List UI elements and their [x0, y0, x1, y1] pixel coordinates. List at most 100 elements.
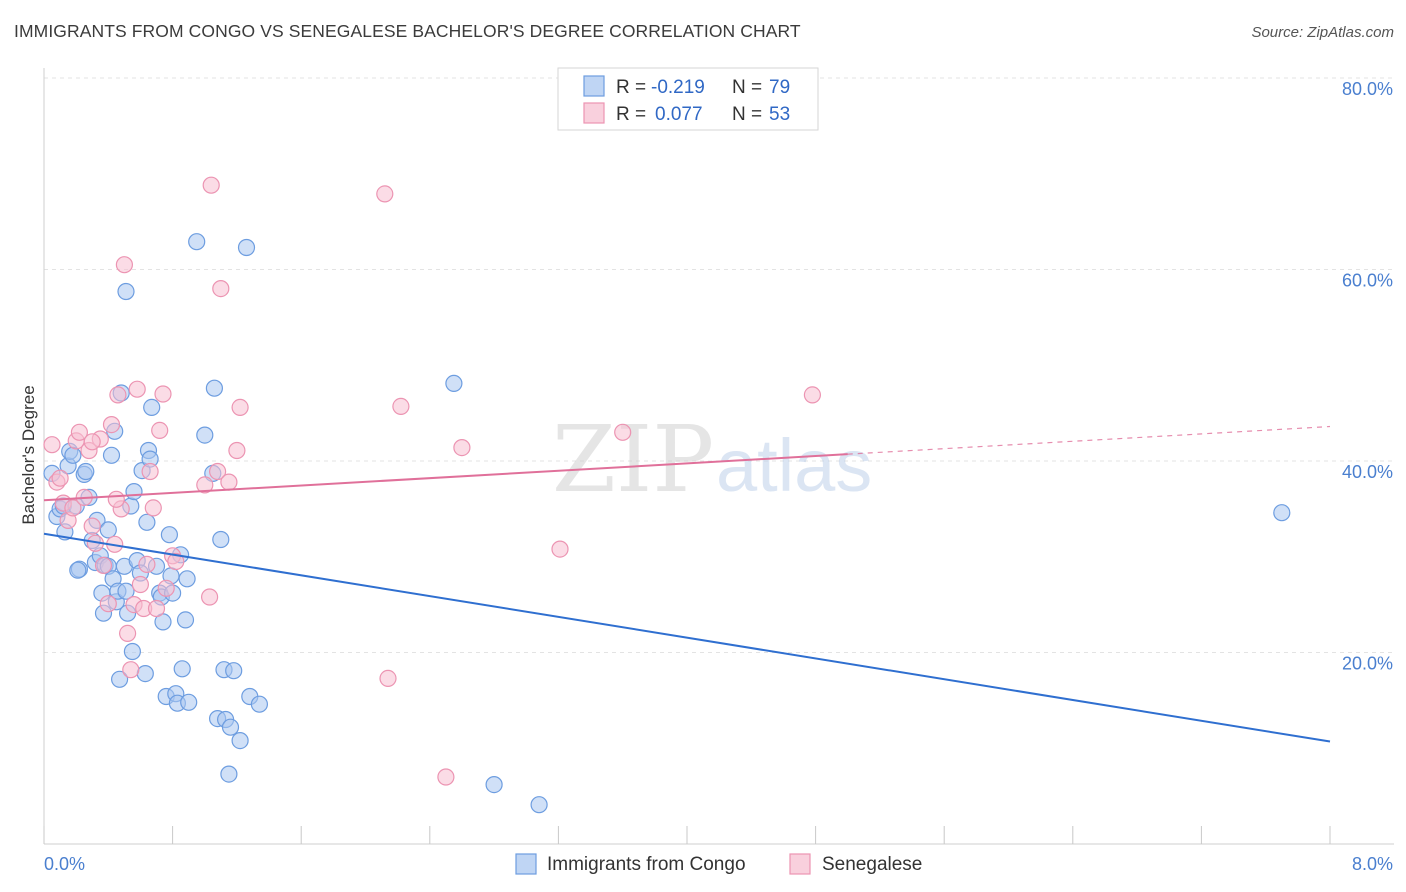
point-senegalese-24 [131, 575, 149, 594]
point-senegalese-38 [212, 280, 230, 298]
point-congo-60 [205, 379, 223, 397]
point-congo-33 [123, 642, 141, 661]
point-senegalese-31 [154, 385, 172, 403]
stats-swatch-senegalese [583, 102, 605, 124]
point-senegalese-2 [51, 469, 69, 487]
point-senegalese-48 [551, 540, 569, 558]
y-tick-label-3: 80.0% [1342, 79, 1393, 99]
point-congo-20 [99, 521, 117, 539]
point-congo-11 [77, 462, 95, 481]
point-senegalese-35 [201, 588, 219, 606]
point-congo-75 [485, 775, 503, 794]
point-senegalese-44 [392, 397, 410, 415]
point-senegalese-34 [167, 552, 185, 571]
stats-n-label-congo: N = [732, 77, 762, 98]
legend-swatch-congo [515, 853, 537, 875]
source-note: Source: ZipAtlas.com [1251, 24, 1394, 41]
point-senegalese-17 [109, 386, 127, 404]
point-congo-62 [212, 530, 230, 549]
point-congo-54 [173, 660, 191, 678]
point-senegalese-45 [379, 669, 397, 688]
point-congo-73 [117, 282, 135, 301]
legend-label-senegalese: Senegalese [822, 854, 922, 875]
legend-swatch-senegalese [789, 853, 811, 875]
data-points [43, 176, 1291, 814]
stats-r-label-senegalese: R = [616, 104, 646, 125]
point-congo-38 [136, 664, 154, 683]
point-congo-55 [176, 611, 195, 629]
point-senegalese-21 [122, 661, 140, 679]
watermark-atlas: atlas [716, 424, 872, 507]
stats-r-label-congo: R = [616, 77, 646, 98]
point-senegalese-36 [196, 476, 214, 494]
point-senegalese-27 [141, 462, 159, 481]
point-congo-70 [250, 695, 268, 713]
point-congo-27 [110, 670, 129, 688]
point-senegalese-20 [118, 624, 137, 643]
point-senegalese-14 [99, 595, 117, 613]
point-congo-77 [1273, 504, 1291, 522]
point-senegalese-15 [102, 416, 121, 434]
trend-lines [43, 425, 1331, 743]
point-senegalese-49 [614, 423, 632, 441]
point-congo-48 [160, 526, 178, 544]
point-senegalese-42 [202, 176, 220, 194]
stats-n-value-congo: 79 [769, 77, 790, 98]
trend-line-extension-senegalese [847, 425, 1331, 455]
legend-label-congo: Immigrants from Congo [547, 854, 746, 875]
point-senegalese-0 [43, 436, 61, 454]
point-senegalese-32 [157, 579, 175, 597]
point-congo-71 [237, 238, 256, 257]
x-tick-label-0: 0.0% [44, 854, 85, 874]
point-congo-78 [69, 561, 87, 579]
point-congo-74 [445, 374, 463, 392]
point-congo-66 [221, 718, 240, 736]
watermark: ZIP atlas [552, 406, 872, 513]
point-senegalese-5 [64, 499, 82, 517]
y-tick-label-0: 20.0% [1342, 654, 1393, 674]
y-tick-label-2: 60.0% [1342, 271, 1393, 291]
point-congo-76 [530, 796, 548, 814]
trend-line-senegalese [43, 453, 848, 502]
point-congo-67 [225, 662, 243, 680]
point-senegalese-39 [220, 473, 238, 491]
point-senegalese-28 [144, 499, 162, 517]
point-congo-68 [231, 731, 249, 750]
y-tick-labels: 20.0% 40.0% 60.0% 80.0% [1342, 79, 1393, 674]
y-axis-label: Bachelor's Degree [19, 385, 38, 524]
point-congo-65 [220, 765, 238, 783]
point-congo-22 [102, 446, 121, 464]
stats-n-value-senegalese: 53 [769, 104, 790, 125]
point-congo-56 [178, 570, 196, 588]
point-senegalese-51 [83, 433, 101, 451]
stats-n-label-senegalese: N = [732, 104, 762, 125]
point-senegalese-29 [147, 599, 166, 618]
x-tick-labels: 0.0% 8.0% [44, 854, 1393, 874]
chart-title: IMMIGRANTS FROM CONGO VS SENEGALESE BACH… [14, 21, 801, 41]
point-congo-39 [138, 513, 156, 531]
point-congo-42 [143, 398, 161, 416]
point-senegalese-13 [94, 556, 113, 575]
point-congo-58 [196, 426, 214, 444]
x-tick-label-1: 8.0% [1352, 854, 1393, 874]
trend-line-congo [43, 532, 1331, 743]
point-senegalese-30 [151, 421, 169, 439]
point-congo-34 [125, 483, 143, 501]
point-senegalese-41 [231, 398, 249, 416]
stats-r-value-senegalese: 0.077 [655, 104, 703, 125]
point-senegalese-40 [228, 441, 246, 460]
point-senegalese-50 [803, 386, 822, 404]
point-senegalese-37 [209, 462, 227, 481]
point-congo-72 [188, 233, 206, 251]
stats-swatch-congo [583, 75, 605, 97]
axes [43, 68, 1394, 845]
stats-box: R = -0.219 N = 79 R = 0.077 N = 53 [557, 67, 819, 131]
point-senegalese-47 [453, 439, 471, 457]
point-senegalese-7 [70, 423, 89, 441]
point-congo-30 [117, 582, 135, 600]
point-congo-7 [64, 446, 82, 464]
point-senegalese-52 [107, 490, 125, 508]
point-senegalese-19 [115, 256, 134, 274]
point-senegalese-26 [138, 555, 156, 574]
